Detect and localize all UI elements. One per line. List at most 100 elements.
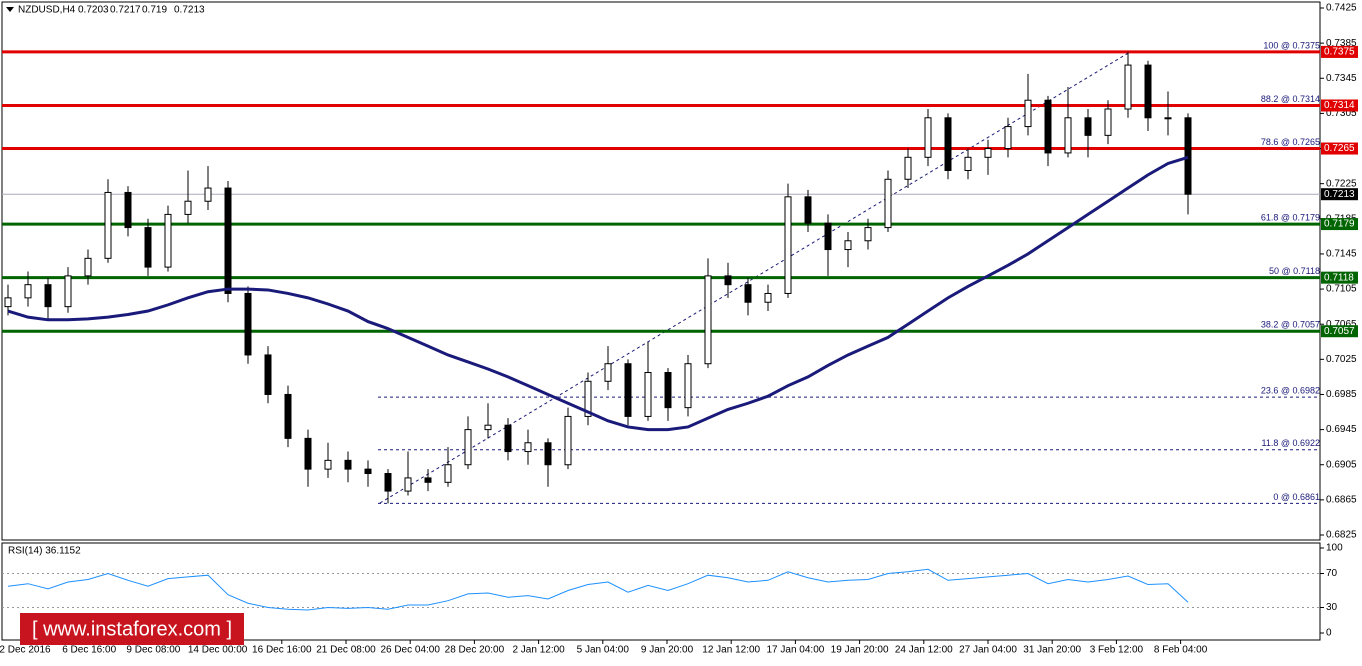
fib-tag-label: 0.7375 xyxy=(1324,47,1355,58)
candle-body xyxy=(244,292,252,356)
fib-label: 88.2 @ 0.7314 xyxy=(1261,94,1320,104)
rsi-tick-label: 100 xyxy=(1326,543,1343,554)
candle-body xyxy=(844,240,852,251)
candle-body xyxy=(1004,126,1012,150)
candle-body xyxy=(904,156,912,180)
candle-body xyxy=(444,464,452,483)
fib-tag xyxy=(1321,45,1358,58)
fib-tag-label: 0.7314 xyxy=(1324,100,1355,111)
candle-body xyxy=(404,477,412,492)
y-tick-label: 0.6905 xyxy=(1326,459,1357,470)
candle-body xyxy=(884,178,892,229)
ohlc-value: 0.7213 xyxy=(174,5,205,16)
y-tick-label: 0.7305 xyxy=(1326,108,1357,119)
x-tick-label: 16 Dec 16:00 xyxy=(252,645,312,656)
candle-body xyxy=(144,227,152,268)
candle-body xyxy=(604,363,612,382)
fib-label: 0 @ 0.6861 xyxy=(1273,492,1320,502)
candle-body xyxy=(524,442,532,453)
candle-body xyxy=(1044,99,1052,154)
menu-triangle xyxy=(6,7,14,12)
fib-tag xyxy=(1321,142,1358,155)
fib-tag-label: 0.7265 xyxy=(1324,143,1355,154)
x-tick-label: 27 Jan 04:00 xyxy=(959,645,1017,656)
fib-tag-label: 0.7057 xyxy=(1324,326,1355,337)
candle-body xyxy=(804,196,812,224)
rsi-tick-label: 30 xyxy=(1326,602,1338,613)
candle-body xyxy=(704,275,712,365)
candle-body xyxy=(1024,99,1032,128)
candle-body xyxy=(1084,117,1092,136)
price-tag-label: 0.7213 xyxy=(1324,189,1355,200)
x-tick-label: 17 Jan 04:00 xyxy=(766,645,824,656)
candle-body xyxy=(24,284,32,299)
candle-body xyxy=(864,227,872,242)
candle-body xyxy=(284,393,292,439)
candle-body xyxy=(964,156,972,171)
symbol: NZDUSD,H4 xyxy=(18,5,76,16)
y-tick-label: 0.7105 xyxy=(1326,284,1357,295)
fib-label: 78.6 @ 0.7265 xyxy=(1261,137,1320,147)
x-tick-label: 14 Dec 00:00 xyxy=(188,645,248,656)
candle-body xyxy=(664,372,672,409)
candle-body xyxy=(484,424,492,431)
fib-tag xyxy=(1321,271,1358,284)
x-tick-label: 28 Dec 20:00 xyxy=(445,645,505,656)
candle-body xyxy=(1144,64,1152,119)
x-tick-label: 9 Jan 20:00 xyxy=(641,645,694,656)
candle-body xyxy=(324,459,332,470)
fib-label: 23.6 @ 0.6982 xyxy=(1261,385,1320,395)
fib-tag-label: 0.7118 xyxy=(1324,272,1354,283)
y-tick-label: 0.7225 xyxy=(1326,178,1357,189)
rsi-line xyxy=(7,568,1189,611)
candle-body xyxy=(124,191,132,229)
price-tag xyxy=(1321,188,1358,201)
y-tick-label: 0.6945 xyxy=(1326,424,1357,435)
x-tick-label: 9 Dec 08:00 xyxy=(126,645,180,656)
candle-body xyxy=(684,363,692,409)
x-tick-label: 31 Jan 20:00 xyxy=(1023,645,1081,656)
x-tick-label: 2 Jan 12:00 xyxy=(512,645,565,656)
y-tick-label: 0.6985 xyxy=(1326,389,1357,400)
candle-body xyxy=(264,354,272,395)
candle-body xyxy=(344,459,352,470)
y-tick-label: 0.6865 xyxy=(1326,495,1357,506)
x-tick-label: 2 Dec 2016 xyxy=(0,645,51,656)
x-tick-label: 21 Dec 08:00 xyxy=(316,645,376,656)
candle-body xyxy=(724,275,732,286)
ohlc-value: 0.719 xyxy=(142,5,167,16)
candle-body xyxy=(504,424,512,453)
candle-body xyxy=(544,442,552,466)
candle-body xyxy=(364,468,372,475)
fib-label: 11.8 @ 0.6922 xyxy=(1261,438,1320,448)
candle-body xyxy=(584,380,592,417)
candle-body xyxy=(744,284,752,303)
y-tick-label: 0.7025 xyxy=(1326,354,1357,365)
ohlc-value: 0.7203 xyxy=(78,5,109,16)
rsi-title: RSI(14) 36.1152 xyxy=(8,546,81,557)
candle-body xyxy=(304,437,312,470)
fib-label: 50 @ 0.7118 xyxy=(1269,266,1320,276)
candle-body xyxy=(1184,117,1192,195)
fib-tag-label: 0.7179 xyxy=(1324,219,1355,230)
fib-tag xyxy=(1321,99,1358,112)
candle-body xyxy=(464,429,472,466)
moving-average xyxy=(7,155,1189,432)
y-tick-label: 0.7065 xyxy=(1326,319,1357,330)
fib-label: 100 @ 0.7375 xyxy=(1263,40,1320,50)
candle-body xyxy=(204,187,212,202)
candle-body xyxy=(164,213,172,268)
x-tick-label: 3 Feb 12:00 xyxy=(1090,645,1144,656)
candle-body xyxy=(944,117,952,171)
candle-body xyxy=(984,148,992,158)
watermark-box xyxy=(20,613,244,645)
y-tick-label: 0.7385 xyxy=(1326,38,1357,49)
x-tick-label: 26 Dec 04:00 xyxy=(380,645,440,656)
candle-body xyxy=(184,200,192,215)
candle-body xyxy=(824,222,832,251)
candle-body xyxy=(764,292,772,303)
candle-body xyxy=(84,257,92,277)
candle-body xyxy=(104,191,112,259)
x-tick-label: 19 Jan 20:00 xyxy=(831,645,889,656)
